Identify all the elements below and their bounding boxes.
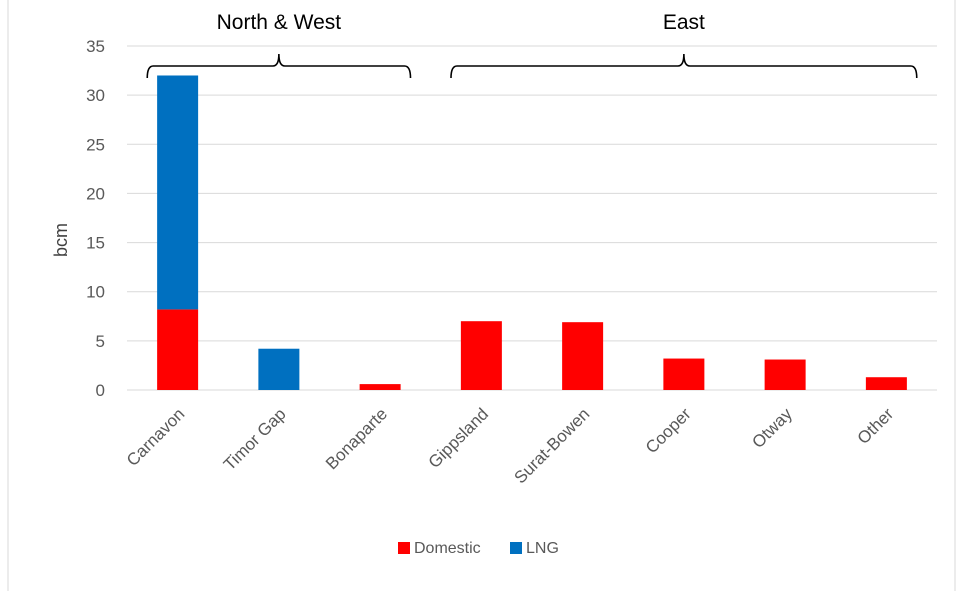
x-tick-label-timor-gap: Timor Gap <box>220 404 290 474</box>
y-tick-label: 15 <box>86 234 105 253</box>
bars <box>157 75 907 390</box>
bar-domestic-surat-bowen <box>562 322 604 390</box>
category-groups: North & West East <box>146 11 918 79</box>
y-tick-label: 30 <box>86 86 105 105</box>
x-tick-label-gippsland: Gippsland <box>425 404 493 472</box>
bar-domestic-bonaparte <box>359 384 401 390</box>
legend-swatch-lng <box>510 542 522 554</box>
legend-swatch-domestic <box>398 542 410 554</box>
legend: Domestic LNG <box>398 540 559 557</box>
gridlines <box>127 45 937 391</box>
bar-domestic-carnavon <box>157 309 199 390</box>
x-tick-label-otway: Otway <box>748 404 796 452</box>
y-tick-label: 10 <box>86 283 105 302</box>
group-label-east: East <box>663 11 705 34</box>
x-tick-label-bonaparte: Bonaparte <box>322 404 391 473</box>
y-tick-label: 25 <box>86 135 105 154</box>
bar-domestic-otway <box>764 359 806 390</box>
x-tick-label-surat-bowen: Surat-Bowen <box>511 404 594 487</box>
y-tick-label: 0 <box>96 381 105 400</box>
bar-lng-carnavon <box>157 75 199 310</box>
group-label-north-west: North & West <box>217 11 342 34</box>
group-brace-north-west <box>146 53 412 79</box>
x-tick-label-other: Other <box>854 404 898 448</box>
group-brace-east <box>450 53 918 79</box>
bar-lng-timor-gap <box>258 348 300 390</box>
legend-label-domestic: Domestic <box>414 540 481 557</box>
y-axis-ticks: 0 5 10 15 20 25 30 35 <box>86 37 105 400</box>
x-tick-label-carnavon: Carnavon <box>123 404 189 470</box>
y-tick-label: 5 <box>96 332 105 351</box>
bar-domestic-other <box>865 377 907 390</box>
bar-domestic-cooper <box>663 358 705 390</box>
x-axis-ticks: Carnavon Timor Gap Bonaparte Gippsland Surat… <box>123 404 898 487</box>
x-tick-label-cooper: Cooper <box>642 404 695 457</box>
bar-domestic-gippsland <box>460 321 502 390</box>
y-tick-label: 20 <box>86 184 105 203</box>
y-tick-label: 35 <box>86 37 105 56</box>
y-axis-title: bcm <box>51 223 71 257</box>
legend-label-lng: LNG <box>526 540 559 557</box>
